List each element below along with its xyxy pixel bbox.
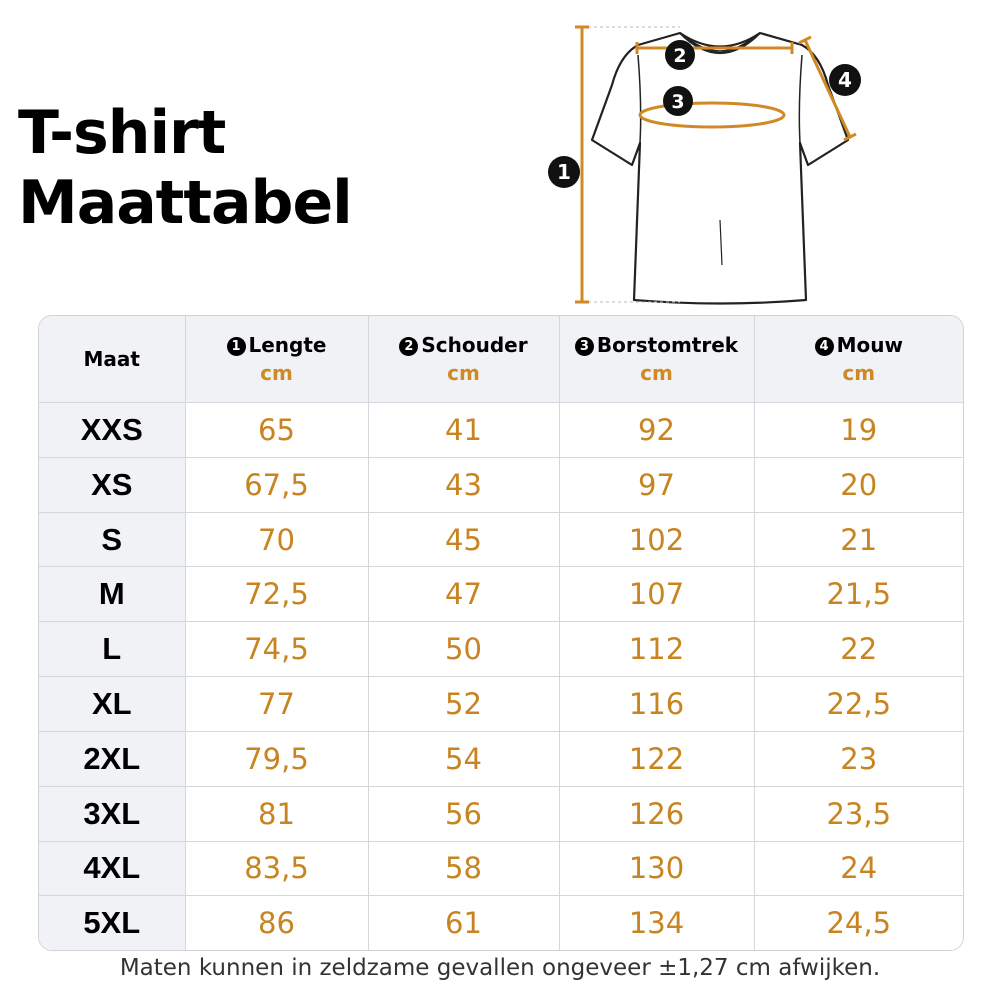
header-borstomtrek: 3 Borstomtrek cm (559, 316, 755, 403)
table-row: 2XL 79,5 54 122 23 (39, 731, 963, 787)
lengte-value: 81 (185, 786, 369, 842)
schouder-value: 56 (368, 786, 560, 842)
mouw-value: 23 (754, 731, 963, 787)
table-row: S 70 45 102 21 (39, 512, 963, 568)
measure-length-line (575, 25, 589, 304)
table-row: XL 77 52 116 22,5 (39, 676, 963, 732)
lengte-value: 72,5 (185, 566, 369, 623)
borstomtrek-value: 97 (559, 457, 755, 513)
borstomtrek-value: 102 (559, 512, 755, 568)
size-label: 4XL (39, 841, 186, 897)
measure-sleeve-line (798, 35, 857, 142)
measure-chest-ellipse (638, 101, 786, 129)
mouw-value: 19 (754, 402, 963, 458)
borstomtrek-value: 107 (559, 566, 755, 623)
schouder-value: 54 (368, 731, 560, 787)
mouw-value: 22 (754, 621, 963, 678)
size-label: L (39, 621, 186, 678)
svg-text:4: 4 (838, 68, 852, 92)
table-row: 5XL 86 61 134 24,5 (39, 895, 963, 950)
measure-shoulder-line (635, 42, 794, 54)
size-label: M (39, 566, 186, 623)
title-line-1: T-shirt (18, 98, 226, 168)
borstomtrek-value: 130 (559, 841, 755, 897)
size-label: XXS (39, 402, 186, 458)
schouder-value: 45 (368, 512, 560, 568)
table-row: M 72,5 47 107 21,5 (39, 566, 963, 623)
mouw-value: 20 (754, 457, 963, 513)
table-row: L 74,5 50 112 22 (39, 621, 963, 678)
mouw-value: 21,5 (754, 566, 963, 623)
lengte-value: 79,5 (185, 731, 369, 787)
size-label: 2XL (39, 731, 186, 787)
size-label: XL (39, 676, 186, 732)
lengte-value: 70 (185, 512, 369, 568)
table-header-row: Maat 1 Lengte cm 2 Schouder cm 3 Borstomtre… (39, 316, 963, 403)
lengte-value: 83,5 (185, 841, 369, 897)
lengte-value: 86 (185, 895, 369, 950)
marker-1: 1 (548, 156, 580, 188)
schouder-value: 47 (368, 566, 560, 623)
svg-text:3: 3 (671, 91, 684, 113)
lengte-value: 77 (185, 676, 369, 732)
svg-text:1: 1 (557, 160, 571, 184)
header-lengte: 1 Lengte cm (185, 316, 369, 403)
table-row: XS 67,5 43 97 20 (39, 457, 963, 513)
mouw-value: 24 (754, 841, 963, 897)
lengte-value: 74,5 (185, 621, 369, 678)
borstomtrek-value: 116 (559, 676, 755, 732)
borstomtrek-value: 134 (559, 895, 755, 950)
mouw-value: 24,5 (754, 895, 963, 950)
size-table: Maat 1 Lengte cm 2 Schouder cm 3 Borstomtre… (38, 315, 964, 951)
table-row: 3XL 81 56 126 23,5 (39, 786, 963, 842)
borstomtrek-value: 126 (559, 786, 755, 842)
number-1-icon: 1 (226, 337, 246, 356)
schouder-value: 43 (368, 457, 560, 513)
schouder-value: 52 (368, 676, 560, 732)
mouw-value: 22,5 (754, 676, 963, 732)
borstomtrek-value: 122 (559, 731, 755, 787)
number-2-icon: 2 (399, 337, 419, 356)
table-row: 4XL 83,5 58 130 24 (39, 841, 963, 897)
mouw-value: 23,5 (754, 786, 963, 842)
size-table-grid: Maat 1 Lengte cm 2 Schouder cm 3 Borstomtre… (39, 316, 963, 950)
schouder-value: 58 (368, 841, 560, 897)
lengte-value: 67,5 (185, 457, 369, 513)
marker-2: 2 (665, 40, 695, 70)
marker-4: 4 (829, 64, 861, 96)
t-shirt-outline-icon (590, 31, 850, 305)
title-line-2: Maattabel (18, 168, 353, 238)
header-schouder: 2 Schouder cm (368, 316, 560, 403)
svg-text:2: 2 (673, 45, 686, 67)
schouder-value: 50 (368, 621, 560, 678)
schouder-value: 61 (368, 895, 560, 950)
table-row: XXS 65 41 92 19 (39, 402, 963, 458)
borstomtrek-value: 92 (559, 402, 755, 458)
lengte-value: 65 (185, 402, 369, 458)
t-shirt-measurement-diagram: 1 2 3 4 (548, 25, 861, 305)
size-label: S (39, 512, 186, 568)
number-3-icon: 3 (574, 337, 594, 356)
header-mouw: 4 Mouw cm (754, 316, 963, 403)
schouder-value: 41 (368, 402, 560, 458)
header-maat: Maat (39, 316, 186, 403)
size-label: XS (39, 457, 186, 513)
mouw-value: 21 (754, 512, 963, 568)
marker-3: 3 (663, 86, 693, 116)
borstomtrek-value: 112 (559, 621, 755, 678)
size-label: 3XL (39, 786, 186, 842)
page-title: T-shirt Maattabel (18, 98, 353, 238)
footnote: Maten kunnen in zeldzame gevallen ongeve… (119, 955, 881, 981)
number-4-icon: 4 (814, 337, 834, 356)
size-label: 5XL (39, 895, 186, 950)
